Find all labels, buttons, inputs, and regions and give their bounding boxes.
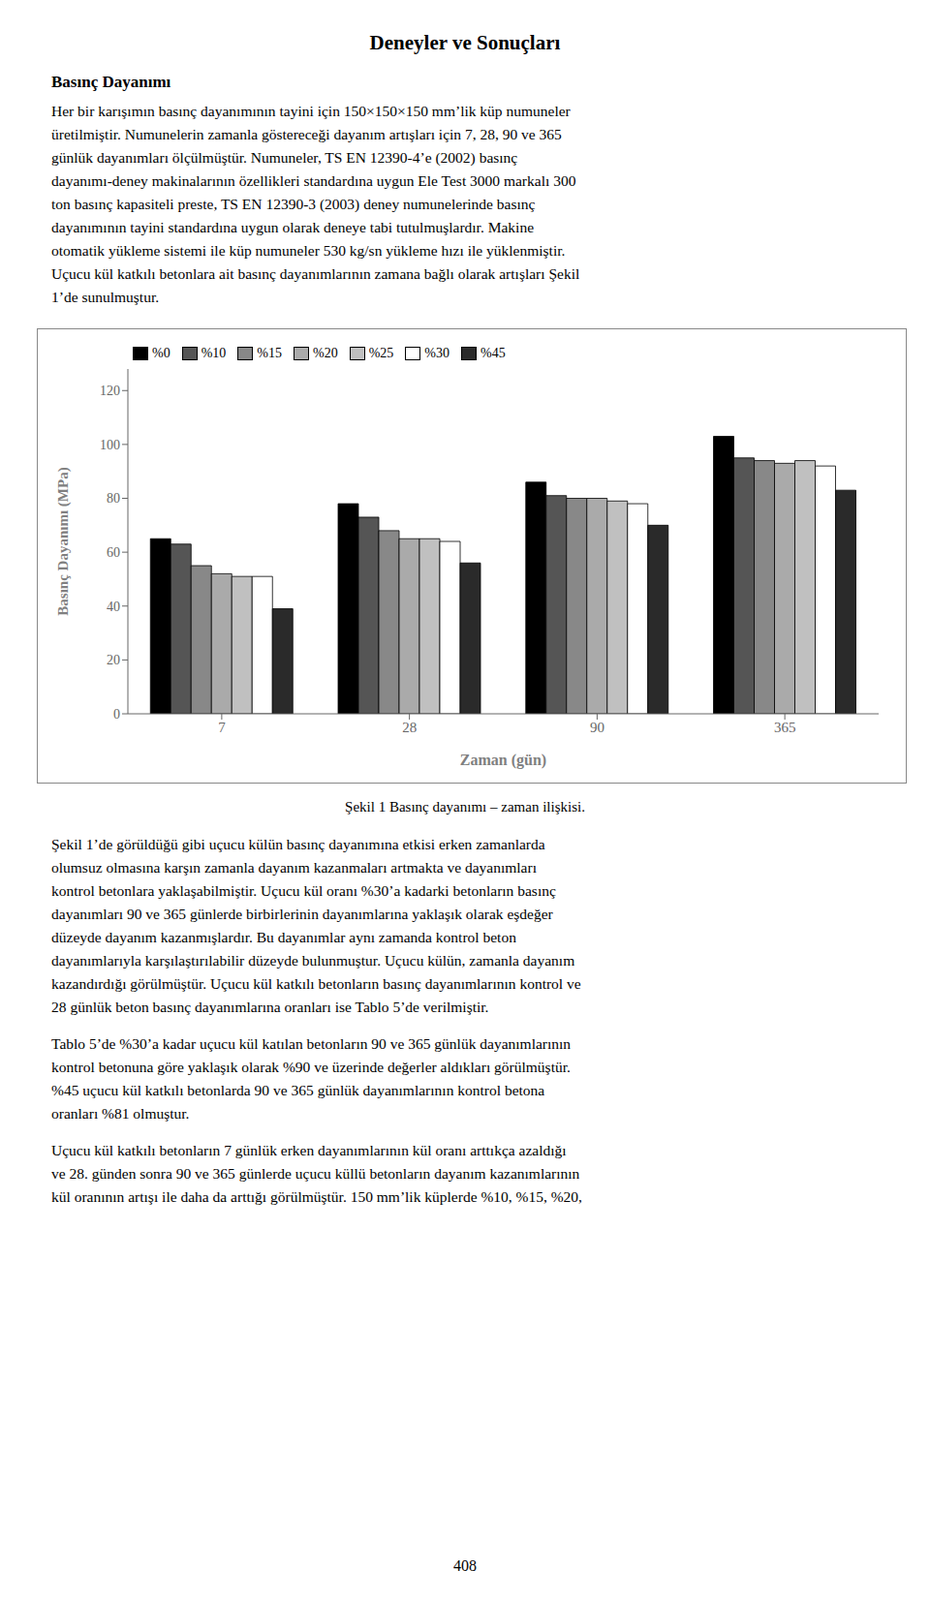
html-text:ve 28. günden sonra 90 ve 365: ve 28. günden sonra 90 ve 365 günlerde u… (51, 1165, 580, 1182)
html-text:28 günlük beton basınç dayanım: 28 günlük beton basınç dayanımlarına ora… (51, 998, 489, 1016)
html-text:Uçucu kül katkılı betonlara ai: Uçucu kül katkılı betonlara ait basınç d… (51, 265, 580, 282)
svg-text:7: 7 (217, 718, 226, 735)
svg-text:60: 60 (106, 545, 121, 560)
html-text:Her bir karışımın basınç dayan: Her bir karışımın basınç dayanımının tay… (51, 102, 571, 120)
html-text:%25: %25 (368, 345, 394, 360)
html-text:olumsuz olmasına karşın zamanl: olumsuz olmasına karşın zamanla dayanım … (51, 859, 537, 876)
svg-text:40: 40 (106, 598, 121, 614)
svg-text:365: 365 (774, 718, 797, 735)
html-text:otomatik yükleme sistemi ile k: otomatik yükleme sistemi ile küp numunel… (51, 242, 566, 259)
html-text:%45 uçucu kül katkılı betonlar: %45 uçucu kül katkılı betonlarda 90 ve 3… (51, 1082, 545, 1099)
html-text:kontrol betonlara yaklaşabilmi: kontrol betonlara yaklaşabilmiştir. Uçuc… (51, 882, 556, 899)
html-text:%0: %0 (152, 345, 171, 360)
html-text:günlük dayanımları ölçülmüştür: günlük dayanımları ölçülmüştür. Numunele… (51, 149, 518, 166)
html-text:Deneyler ve Sonuçları: Deneyler ve Sonuçları (369, 31, 561, 55)
svg-text:28: 28 (402, 718, 417, 735)
html-text:Şekil 1’de görüldüğü gibi uçuc: Şekil 1’de görüldüğü gibi uçucu külün ba… (51, 836, 546, 853)
html-text:%20: %20 (312, 345, 338, 360)
svg-text:Basınç Dayanımı (MPa): Basınç Dayanımı (MPa) (55, 466, 72, 616)
svg-text:120: 120 (99, 383, 121, 399)
html-text:dayanımının tayini standardına: dayanımının tayini standardına uygun ola… (51, 218, 534, 236)
html-text:oranları %81 olmuştur.: oranları %81 olmuştur. (51, 1105, 190, 1122)
html-text:düzeyde dayanım kazanmışlardır: düzeyde dayanım kazanmışlardır. Bu dayan… (51, 929, 517, 946)
html-text:kül oranının artışı ile daha d: kül oranının artışı ile daha da arttığı … (51, 1188, 583, 1206)
html-text:Şekil 1 Basınç dayanımı – zama: Şekil 1 Basınç dayanımı – zaman ilişkisi… (344, 799, 586, 815)
svg-text:80: 80 (106, 491, 121, 506)
html-text:%45: %45 (480, 345, 506, 360)
html-text:%15: %15 (257, 345, 282, 360)
html-text:%30: %30 (424, 345, 450, 360)
html-text:Basınç Dayanımı: Basınç Dayanımı (51, 72, 171, 92)
html-text:dayanımlarıyla karşılaştırılab: dayanımlarıyla karşılaştırılabilir düzey… (51, 952, 575, 969)
html-text:ton basınç kapasiteli preste,: ton basınç kapasiteli preste, TS EN 1239… (51, 195, 536, 213)
html-text:kontrol betonuna göre yaklaşık: kontrol betonuna göre yaklaşık olarak %9… (51, 1058, 571, 1076)
svg-text:Zaman (gün): Zaman (gün) (460, 751, 547, 770)
html-text:Tablo 5’de %30’a kadar uçucu k: Tablo 5’de %30’a kadar uçucu kül katılan… (51, 1035, 571, 1053)
html-text:1’de sunulmuştur.: 1’de sunulmuştur. (51, 288, 159, 306)
html-text:kazandırdığı görülmüştür. Uçuc: kazandırdığı görülmüştür. Uçucu kül katk… (51, 975, 581, 992)
svg-text:90: 90 (589, 718, 605, 735)
html-text:dayanımları 90 ve 365 günlerde: dayanımları 90 ve 365 günlerde birbirler… (51, 905, 553, 923)
html-text:üretilmiştir. Numunelerin zama: üretilmiştir. Numunelerin zamanla göster… (51, 125, 562, 143)
html-text:408: 408 (453, 1557, 477, 1575)
svg-text:0: 0 (113, 706, 121, 721)
svg-text:100: 100 (99, 436, 121, 452)
svg-text:20: 20 (106, 652, 121, 668)
html-text:Uçucu kül katkılı betonların 7: Uçucu kül katkılı betonların 7 günlük er… (51, 1142, 567, 1159)
html-text:dayanımı-deney makinalarının ö: dayanımı-deney makinalarının özellikleri… (51, 172, 576, 189)
html-text:%10: %10 (201, 345, 227, 360)
